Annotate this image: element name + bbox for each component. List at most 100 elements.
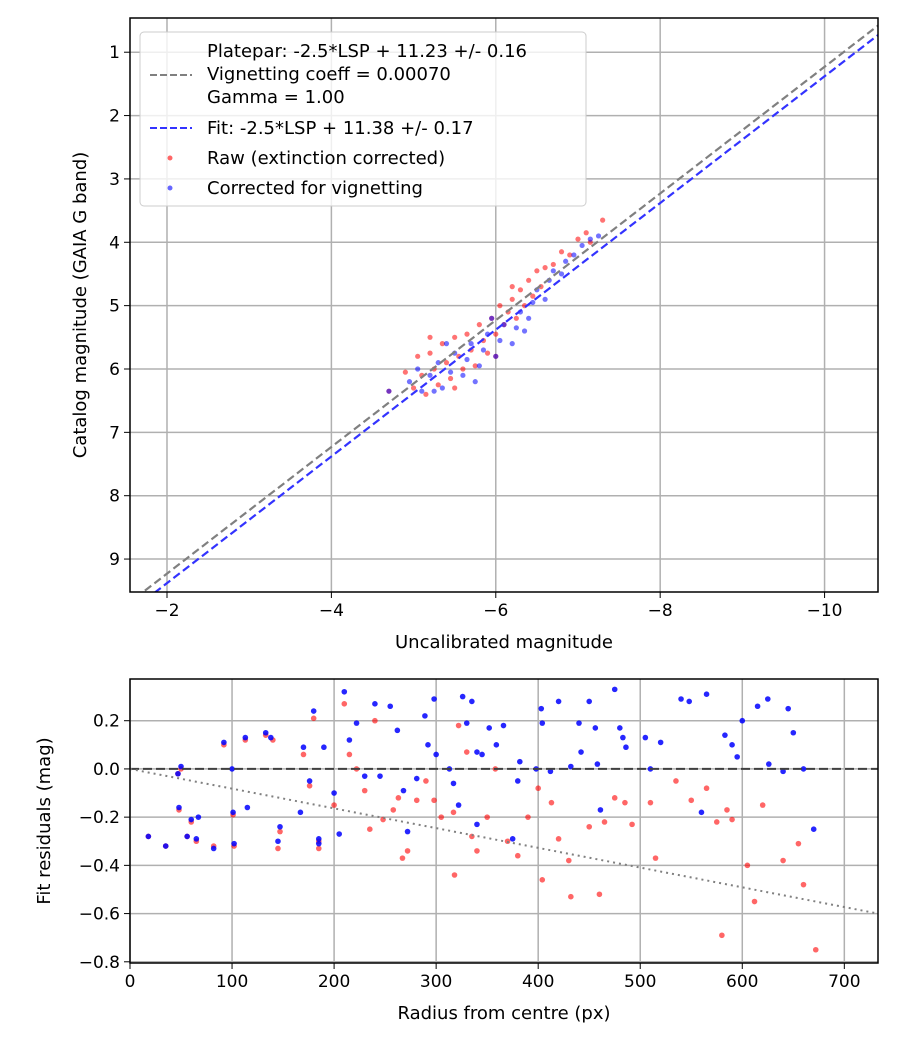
corrected-point <box>509 341 515 347</box>
legend-fit-label: Fit: -2.5*LSP + 11.38 +/- 0.17 <box>207 118 474 139</box>
top-y-tick-label: 2 <box>109 107 120 127</box>
corrected-point <box>427 372 433 378</box>
bottom-x-tick-label: 300 <box>420 972 452 992</box>
corrected-point <box>386 388 392 394</box>
corrected-residual-point <box>722 732 728 738</box>
corrected-residual-point <box>277 823 283 830</box>
bottom-axes-frame <box>129 678 879 964</box>
corrected-residual-point <box>568 763 574 770</box>
corrected-residual-point <box>331 790 337 796</box>
raw-point <box>513 315 519 321</box>
legend-platepar-label: Platepar: -2.5*LSP + 11.23 +/- 0.16 <box>207 41 527 62</box>
corrected-residual-point <box>810 826 817 832</box>
bottom-y-tick-label: 0.0 <box>93 760 120 780</box>
raw-residual-point <box>688 797 695 804</box>
corrected-residual-point <box>739 717 746 724</box>
raw-residual-point <box>399 855 406 861</box>
bottom-y-tick-label: −0.8 <box>79 953 120 973</box>
corrected-residual-point <box>297 809 304 816</box>
corrected-point <box>419 388 425 394</box>
raw-residual-point <box>367 826 373 832</box>
corrected-residual-point <box>678 696 684 702</box>
raw-residual-point <box>451 872 458 878</box>
corrected-residual-point <box>754 703 761 710</box>
corrected-residual-point <box>422 713 428 719</box>
corrected-point <box>587 236 593 242</box>
raw-residual-point <box>800 881 807 888</box>
corrected-point <box>431 388 437 394</box>
bottom-x-tick-label: 200 <box>318 972 350 992</box>
corrected-point <box>406 379 413 385</box>
top-y-tick-label: 3 <box>109 170 120 190</box>
raw-point <box>575 236 581 242</box>
raw-residual-point <box>390 807 397 813</box>
raw-point <box>410 385 417 391</box>
corrected-point <box>435 360 441 366</box>
corrected-residual-point <box>275 838 281 845</box>
raw-point <box>427 350 433 356</box>
raw-residual-point <box>555 836 562 842</box>
raw-point <box>526 277 532 283</box>
raw-point <box>583 230 589 236</box>
raw-residual-point <box>423 778 429 784</box>
corrected-point <box>526 315 532 321</box>
corrected-residual-point <box>404 828 411 835</box>
raw-residual-point <box>404 848 411 854</box>
raw-point <box>447 375 454 382</box>
corrected-residual-point <box>229 766 235 772</box>
raw-point <box>550 261 556 268</box>
raw-point <box>476 322 482 328</box>
corrected-residual-point <box>193 836 200 842</box>
corrected-point <box>513 325 519 331</box>
bottom-x-tick-label: 0 <box>125 972 136 992</box>
corrected-point <box>571 252 577 258</box>
raw-residual-point <box>331 802 337 808</box>
corrected-residual-point <box>306 778 313 784</box>
bottom-x-tick-label: 700 <box>828 972 860 992</box>
raw-point <box>567 252 573 258</box>
raw-residual-point <box>795 840 802 847</box>
corrected-residual-point <box>231 840 237 847</box>
corrected-residual-point <box>611 686 618 693</box>
corrected-residual-point <box>474 749 480 755</box>
corrected-residual-point <box>336 831 342 837</box>
raw-point <box>493 331 499 337</box>
corrected-residual-point <box>785 705 791 712</box>
raw-residual-point <box>372 717 378 724</box>
corrected-point <box>497 337 503 344</box>
corrected-point <box>443 341 450 347</box>
corrected-residual-point <box>221 739 227 746</box>
corrected-residual-point <box>145 833 152 840</box>
corrected-point <box>489 315 495 321</box>
top-y-tick-label: 9 <box>109 550 120 570</box>
corrected-residual-point <box>594 761 601 767</box>
corrected-residual-point <box>766 761 772 767</box>
corrected-residual-point <box>315 836 322 842</box>
corrected-residual-point <box>592 725 599 731</box>
corrected-residual-point <box>479 751 485 758</box>
raw-residual-point <box>395 795 402 801</box>
corrected-residual-point <box>425 742 431 748</box>
corrected-residual-point <box>547 768 554 775</box>
corrected-point <box>530 299 536 306</box>
corrected-residual-point <box>346 737 353 743</box>
raw-point <box>509 284 515 290</box>
raw-point <box>472 363 478 369</box>
raw-residual-point <box>315 845 322 852</box>
platepar-line <box>141 24 878 592</box>
top-y-tick-label: 1 <box>109 43 120 63</box>
raw-residual-point <box>341 701 348 707</box>
raw-point <box>452 385 458 391</box>
raw-point <box>464 331 470 337</box>
corrected-residual-point <box>500 722 507 729</box>
top-x-tick-label: −8 <box>648 601 673 621</box>
corrected-residual-point <box>578 749 584 755</box>
corrected-point <box>542 296 548 302</box>
corrected-point <box>439 385 445 391</box>
raw-point <box>443 360 450 366</box>
bottom-y-tick-label: −0.6 <box>79 905 120 925</box>
raw-residual-point <box>450 809 457 816</box>
raw-residual-point <box>535 785 541 792</box>
corrected-point <box>476 363 482 369</box>
